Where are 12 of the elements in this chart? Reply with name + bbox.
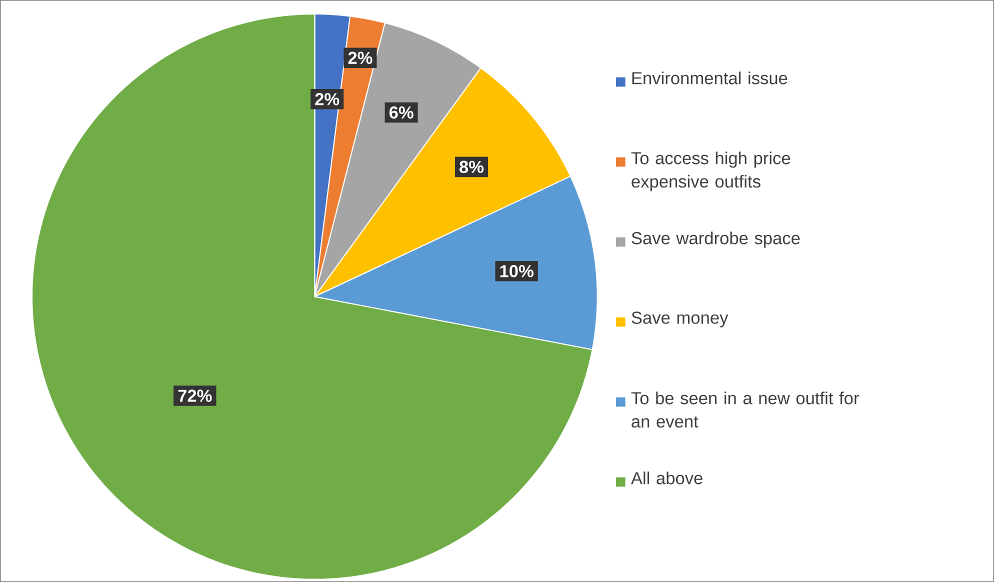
data-label: 6%: [389, 106, 414, 119]
data-label: 2%: [315, 93, 340, 106]
legend-label: Save wardrobe space: [632, 232, 800, 248]
data-label: 8%: [460, 160, 484, 174]
legend-label: Save money: [632, 312, 728, 328]
legend-label: To access high price expensive outfits: [631, 152, 790, 192]
data-label: 72%: [178, 390, 212, 402]
data-label: 2%: [348, 52, 372, 64]
data-label: 10%: [500, 265, 534, 278]
legend-label: Environmental issue: [632, 72, 788, 84]
legend-label: To be seen in a new outfit for an event: [631, 392, 859, 428]
legend-label: All above: [630, 472, 702, 484]
